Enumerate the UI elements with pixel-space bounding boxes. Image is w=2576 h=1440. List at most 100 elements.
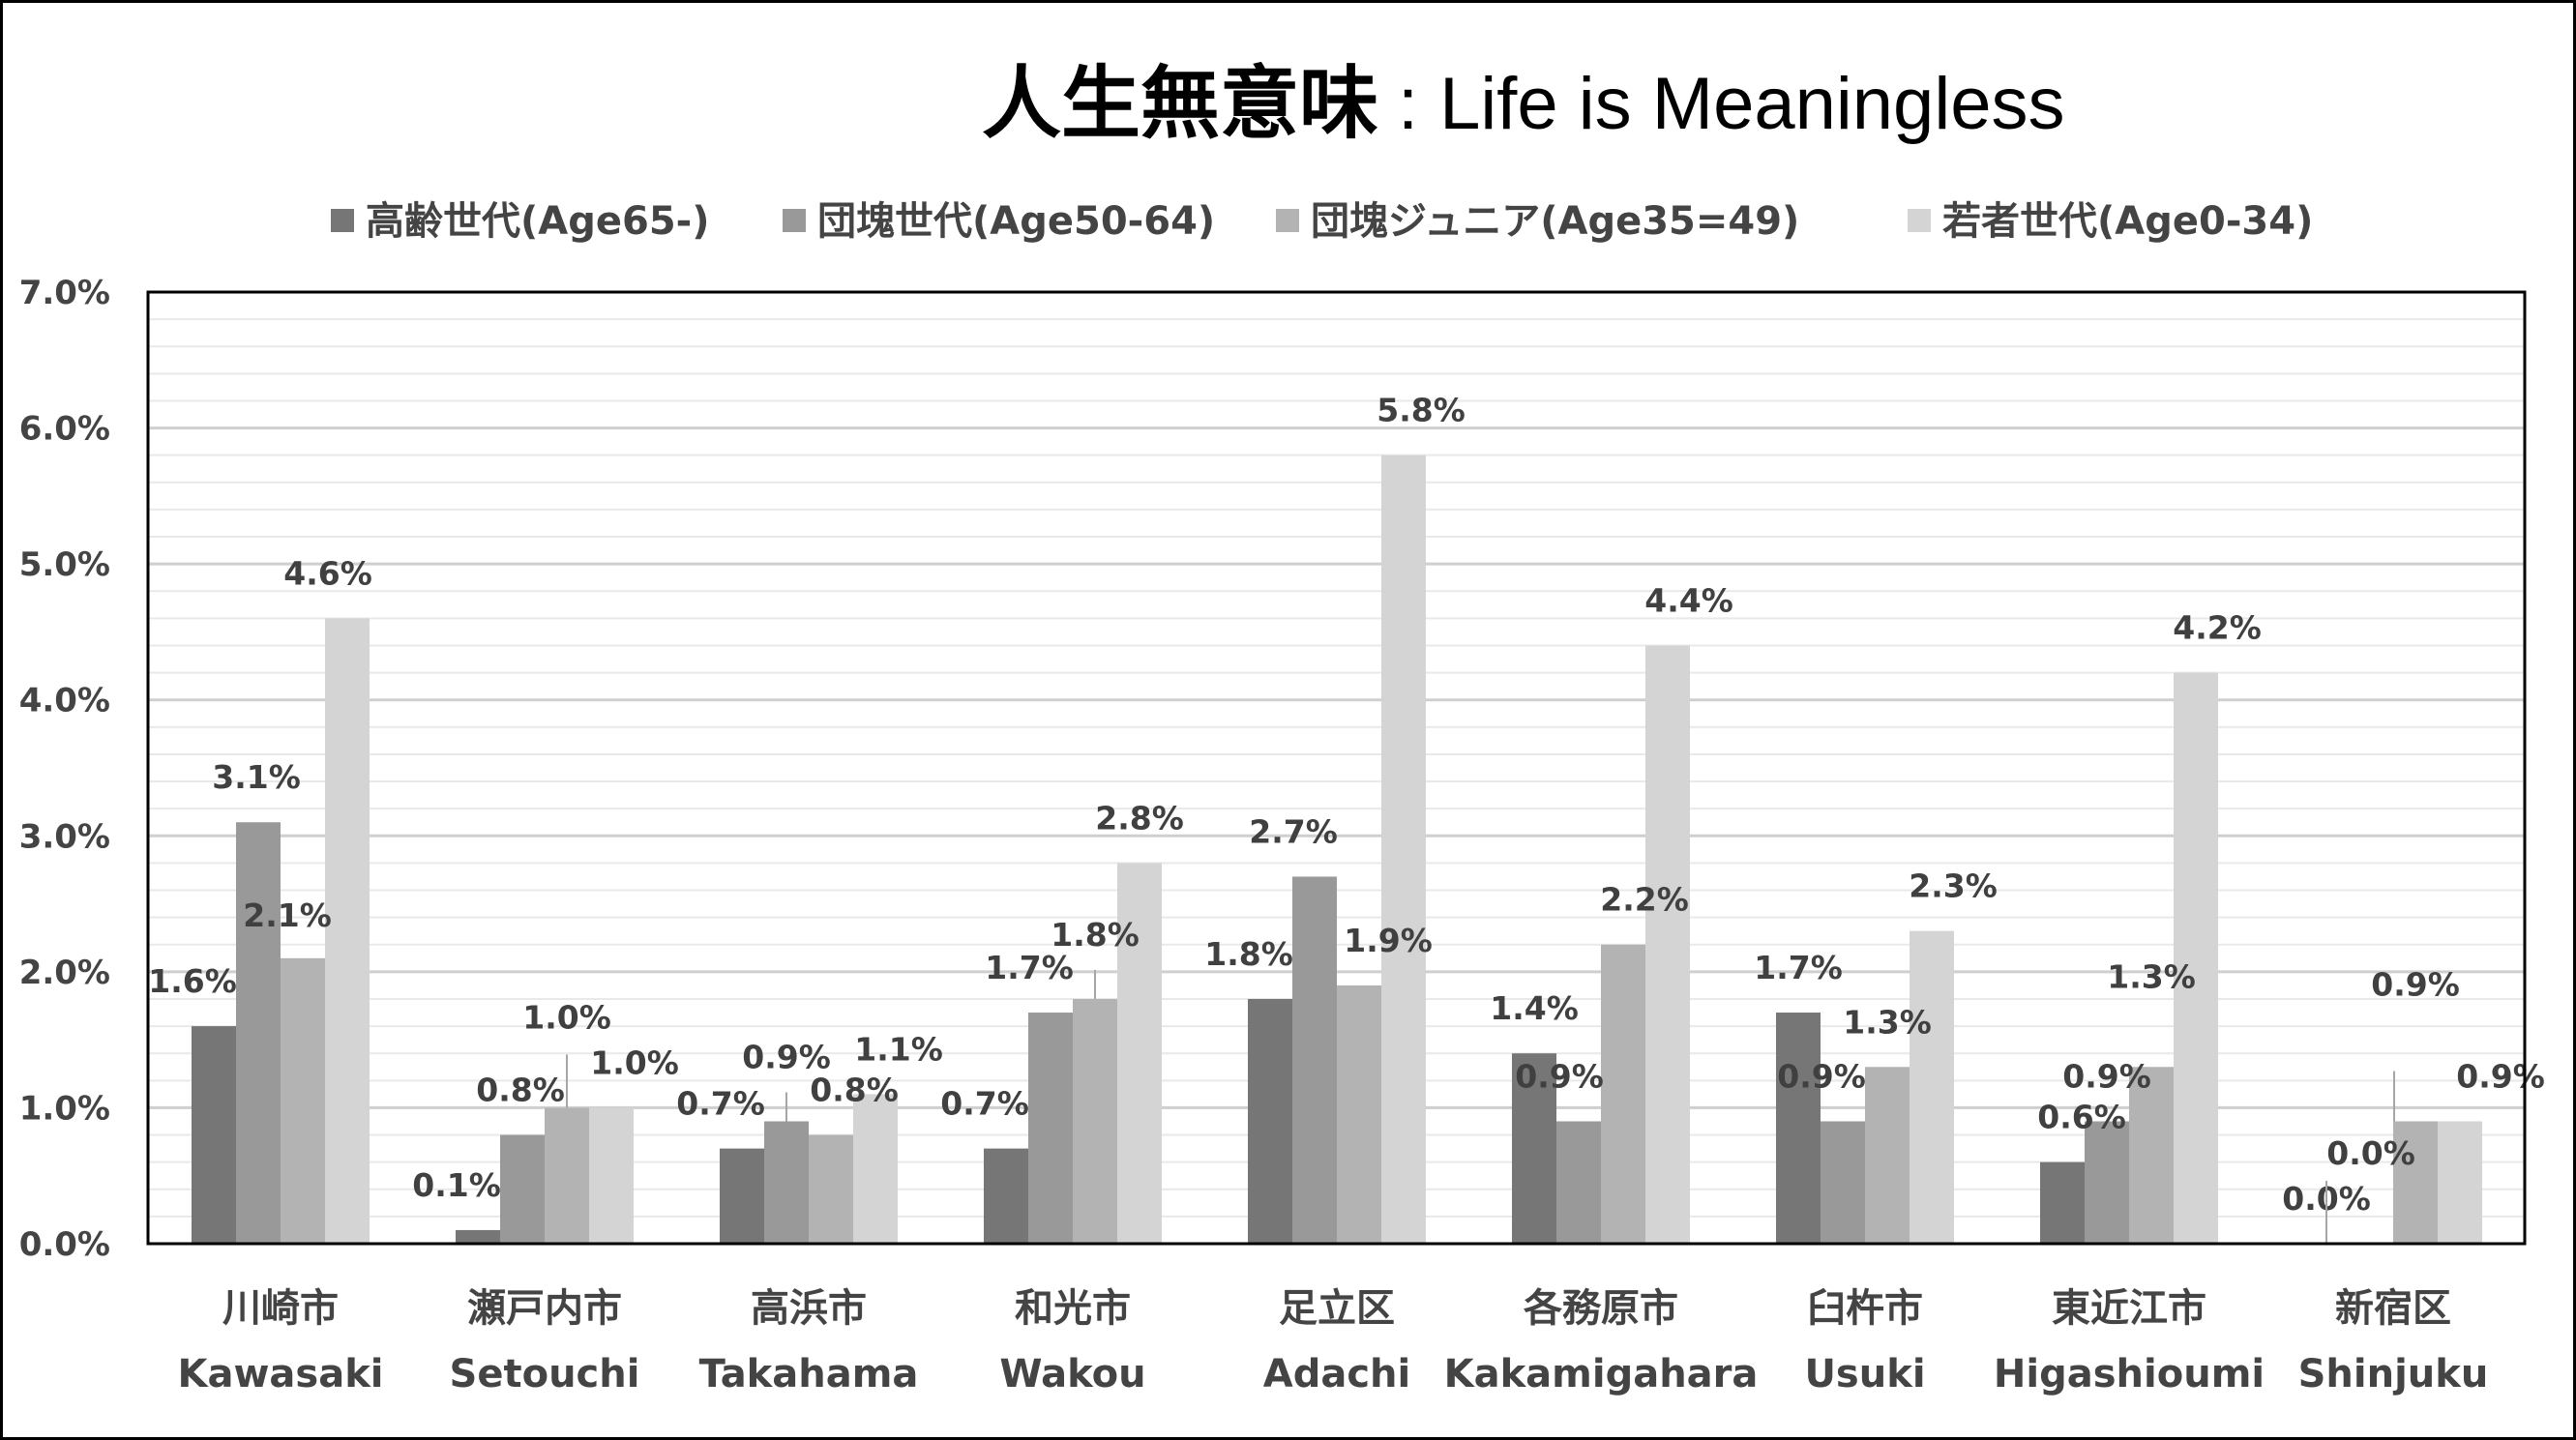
data-label: 2.2% xyxy=(1600,881,1689,919)
bar xyxy=(545,1107,589,1244)
data-label: 0.8% xyxy=(810,1072,899,1109)
data-label: 1.4% xyxy=(1490,989,1579,1027)
x-category-label-en: Kawasaki xyxy=(177,1352,383,1396)
bar xyxy=(1248,998,1292,1244)
bar xyxy=(1512,1053,1556,1244)
bar xyxy=(1028,1013,1073,1244)
x-category-label-jp: 足立区 xyxy=(1279,1286,1395,1331)
bar xyxy=(236,822,281,1244)
data-label: 2.8% xyxy=(1095,799,1184,837)
data-label: 4.4% xyxy=(1644,581,1733,619)
bar xyxy=(281,957,325,1244)
y-tick-label: 2.0% xyxy=(19,954,110,992)
bar xyxy=(589,1107,634,1244)
x-category-label-jp: 臼杵市 xyxy=(1807,1286,1923,1331)
bar xyxy=(1292,876,1337,1244)
bar xyxy=(1821,1121,1865,1244)
data-label: 0.9% xyxy=(2062,1057,2151,1095)
data-label: 2.1% xyxy=(243,896,332,934)
y-tick-label: 3.0% xyxy=(19,817,110,856)
bar xyxy=(2438,1121,2482,1244)
legend-label: 若者世代(Age0-34) xyxy=(1942,199,2313,244)
bar xyxy=(1073,998,1117,1244)
data-label: 4.6% xyxy=(283,554,372,592)
data-label: 1.0% xyxy=(522,998,611,1036)
data-label: 1.3% xyxy=(2107,957,2196,995)
legend-swatch xyxy=(331,209,354,232)
data-label: 1.0% xyxy=(590,1043,679,1081)
bar xyxy=(809,1134,853,1244)
bar xyxy=(2174,672,2218,1244)
bar xyxy=(325,618,370,1244)
data-labels: 1.6% 3.1% 2.1% 4.6% 0.1% 0.8% 1.0% 1.0% 0.7% 0.9%… xyxy=(148,392,2545,1244)
x-category-label-en: Higashioumi xyxy=(1994,1352,2265,1396)
bar xyxy=(720,1148,764,1244)
legend-swatch xyxy=(1908,209,1931,232)
x-category-label-en: Wakou xyxy=(999,1352,1145,1396)
bar xyxy=(1117,863,1162,1244)
legend-swatch xyxy=(783,209,806,232)
y-axis: 0.0% 1.0% 2.0% 3.0% 4.0% 5.0% 6.0% 7.0% xyxy=(19,274,110,1264)
legend-swatch xyxy=(1276,209,1299,232)
data-label: 0.1% xyxy=(412,1166,501,1204)
bar xyxy=(500,1134,545,1244)
x-category-label-en: Shinjuku xyxy=(2298,1352,2489,1396)
data-label: 1.7% xyxy=(1754,949,1843,986)
data-label: 2.3% xyxy=(1909,867,1998,905)
x-category-label-jp: 瀬戸内市 xyxy=(467,1286,622,1331)
data-label: 1.7% xyxy=(985,949,1074,986)
plot-area-border xyxy=(146,290,2527,1246)
chart-title-separator: : xyxy=(1398,63,1418,145)
bar xyxy=(853,1094,898,1244)
data-label: 0.6% xyxy=(2037,1099,2126,1136)
y-tick-label: 7.0% xyxy=(19,274,110,312)
data-label: 5.8% xyxy=(1377,392,1466,429)
bar xyxy=(1556,1121,1601,1244)
x-category-label-en: Adachi xyxy=(1263,1352,1410,1396)
x-category-label-jp: 各務原市 xyxy=(1524,1286,1678,1331)
bar xyxy=(1645,645,1690,1244)
bar xyxy=(1381,455,1426,1245)
data-label: 1.1% xyxy=(854,1030,943,1068)
x-category-label-jp: 和光市 xyxy=(1015,1286,1131,1331)
y-tick-label: 6.0% xyxy=(19,410,110,449)
y-tick-label: 4.0% xyxy=(19,682,110,720)
data-label: 0.0% xyxy=(2326,1134,2415,1172)
bar xyxy=(984,1148,1028,1244)
bar xyxy=(764,1121,809,1244)
bar xyxy=(2085,1121,2129,1244)
chart-title: 人生無意味 xyxy=(982,58,1378,150)
data-label: 0.9% xyxy=(1777,1057,1866,1095)
x-axis: 川崎市 Kawasaki 瀬戸内市 Setouchi 高浜市 Takahama 和光市 Wak… xyxy=(148,1242,2525,1396)
data-label: 1.6% xyxy=(148,962,237,1000)
data-label: 0.7% xyxy=(676,1085,765,1123)
y-tick-label: 0.0% xyxy=(19,1225,110,1264)
data-label: 3.1% xyxy=(212,758,301,796)
data-label: 0.9% xyxy=(2371,965,2460,1003)
bar xyxy=(1910,930,1954,1244)
x-category-label-jp: 東近江市 xyxy=(2052,1286,2206,1331)
data-label: 1.9% xyxy=(1344,922,1433,959)
bar xyxy=(192,1026,236,1244)
x-category-label-jp: 新宿区 xyxy=(2335,1286,2451,1331)
legend-label: 団塊世代(Age50-64) xyxy=(817,199,1215,244)
bar xyxy=(1776,1013,1821,1244)
bar xyxy=(2040,1161,2085,1244)
data-label: 1.3% xyxy=(1843,1003,1932,1041)
bar xyxy=(2129,1067,2174,1244)
y-tick-label: 5.0% xyxy=(19,545,110,584)
data-label: 1.8% xyxy=(1051,916,1140,954)
data-label: 0.8% xyxy=(476,1072,565,1109)
y-tick-label: 1.0% xyxy=(19,1089,110,1128)
x-category-label-en: Usuki xyxy=(1804,1352,1925,1396)
x-category-label-jp: 高浜市 xyxy=(751,1286,867,1331)
data-label: 0.9% xyxy=(2456,1057,2545,1095)
bar xyxy=(1865,1067,1910,1244)
x-category-label-jp: 川崎市 xyxy=(222,1286,339,1331)
data-label: 0.9% xyxy=(742,1038,831,1075)
x-category-label-en: Takahama xyxy=(699,1352,919,1396)
bar xyxy=(1601,944,1645,1244)
bar xyxy=(1337,984,1381,1244)
